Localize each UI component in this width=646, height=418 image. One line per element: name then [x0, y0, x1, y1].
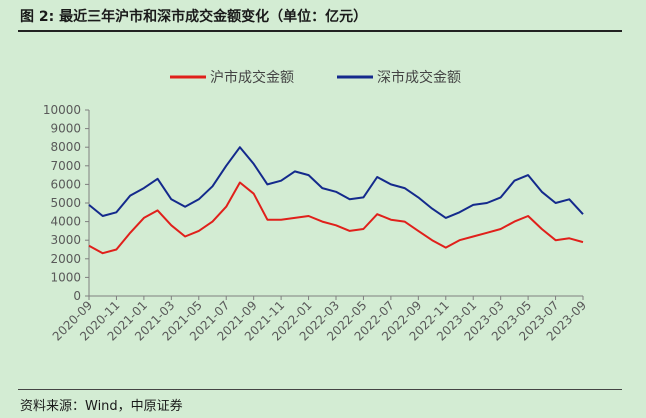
source-note: 资料来源：Wind，中原证券: [20, 399, 183, 414]
series-line-shanghai: [88, 181, 584, 255]
chart-area: 沪市成交金额 深市成交金额 0 1000 2000 3000 4000 5000 6000 70…: [43, 69, 589, 344]
y-tick-label: 8000: [50, 140, 81, 154]
top-rule: [18, 30, 622, 32]
chart-legend: 沪市成交金额 深市成交金额: [170, 69, 461, 86]
x-axis: 2020-092020-112021-012021-032021-052021-…: [50, 295, 589, 344]
y-tick-label: 1000: [50, 270, 81, 284]
y-tick-label: 9000: [50, 122, 81, 136]
y-tick-label: 3000: [50, 233, 81, 247]
series-line-shenzhen: [88, 146, 584, 219]
legend-label-shenzhen: 深市成交金额: [377, 69, 461, 86]
bottom-rule: [18, 389, 622, 390]
y-tick-label: 7000: [50, 159, 81, 173]
series-layer: [88, 146, 584, 255]
y-tick-label: 10000: [43, 103, 81, 117]
y-axis: 0 1000 2000 3000 4000 5000 6000 7000 8000 9000 100…: [43, 103, 90, 303]
y-tick-label: 5000: [50, 196, 81, 210]
figure-title: 图 2: 最近三年沪市和深市成交金额变化（单位：亿元）: [20, 9, 368, 25]
legend-label-shanghai: 沪市成交金额: [210, 69, 294, 86]
y-tick-label: 0: [73, 289, 81, 303]
y-tick-label: 2000: [50, 252, 81, 266]
y-tick-label: 6000: [50, 177, 81, 191]
y-tick-label: 4000: [50, 215, 81, 229]
